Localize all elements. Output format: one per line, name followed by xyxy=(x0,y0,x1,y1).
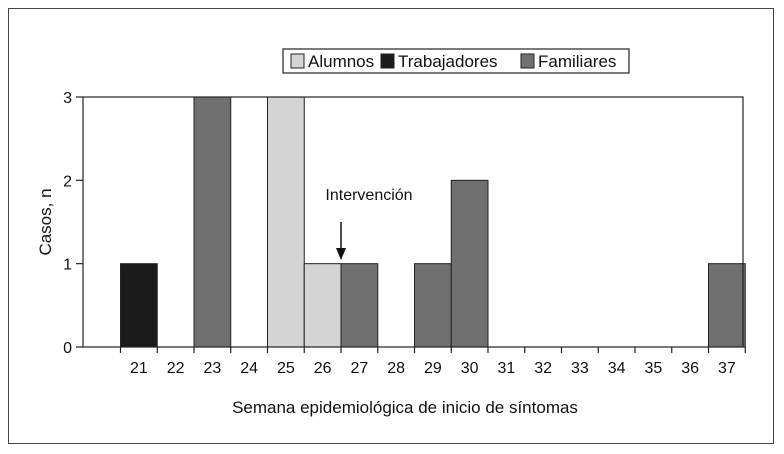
bar-familiares-27 xyxy=(340,263,379,348)
legend-label-trabajadores: Trabajadores xyxy=(398,52,498,71)
annotation-arrow-head xyxy=(336,248,346,260)
legend-label-alumnos: Alumnos xyxy=(308,52,374,71)
x-tick-label: 25 xyxy=(277,360,295,377)
bar-familiares-23 xyxy=(193,96,232,348)
y-tick-labels: 0 1 2 3 xyxy=(63,90,72,357)
bar-familiares-30 xyxy=(450,179,489,348)
bar-trabajadores-21 xyxy=(120,263,158,348)
legend: Alumnos Trabajadores Familiares xyxy=(282,48,630,74)
x-tick-label: 35 xyxy=(644,360,662,377)
x-tick-label: 34 xyxy=(608,360,626,377)
plot-area xyxy=(82,96,744,348)
legend-swatch-trabajadores xyxy=(380,53,395,69)
x-tick-label: 30 xyxy=(461,360,479,377)
y-axis-title: Casos, n xyxy=(36,188,55,255)
annotation-label: Intervención xyxy=(325,187,412,204)
x-tick-label: 23 xyxy=(203,360,221,377)
x-tick-label: 37 xyxy=(718,360,736,377)
x-tick-label: 21 xyxy=(130,360,148,377)
x-tick-label: 36 xyxy=(681,360,699,377)
bar-alumnos-25 xyxy=(267,96,305,348)
bar-alumnos-26 xyxy=(303,263,342,348)
y-tick-label: 2 xyxy=(63,173,72,190)
annotation: Intervención xyxy=(325,187,413,260)
x-tick-label: 24 xyxy=(240,360,258,377)
bar-familiares-37 xyxy=(708,263,746,348)
y-tick-label: 0 xyxy=(63,340,72,357)
x-tick-label: 29 xyxy=(424,360,442,377)
x-axis-title: Semana epidemiológica de inicio de sínto… xyxy=(232,398,578,417)
x-tick-label: 26 xyxy=(314,360,332,377)
x-tick-labels: 21 22 23 24 25 26 27 28 29 30 31 32 33 34 35 36 37 xyxy=(130,360,736,377)
legend-swatch-familiares xyxy=(520,53,535,69)
axes xyxy=(76,96,746,353)
figure-frame: Alumnos Trabajadores Familiares 21 22 23 24 25… xyxy=(8,8,774,444)
bar-chart: Alumnos Trabajadores Familiares 21 22 23 24 25… xyxy=(36,48,746,417)
x-tick-label: 32 xyxy=(534,360,552,377)
x-tick-label: 31 xyxy=(497,360,515,377)
bar-familiares-29 xyxy=(414,263,452,348)
bars xyxy=(120,96,746,348)
x-tick-label: 33 xyxy=(571,360,589,377)
legend-label-familiares: Familiares xyxy=(538,52,616,71)
legend-swatch-alumnos xyxy=(290,53,305,69)
x-tick-label: 22 xyxy=(167,360,185,377)
x-tick-label: 28 xyxy=(387,360,405,377)
y-tick-label: 3 xyxy=(63,90,72,107)
legend-box xyxy=(282,48,630,74)
y-tick-label: 1 xyxy=(63,257,72,274)
x-tick-label: 27 xyxy=(350,360,368,377)
